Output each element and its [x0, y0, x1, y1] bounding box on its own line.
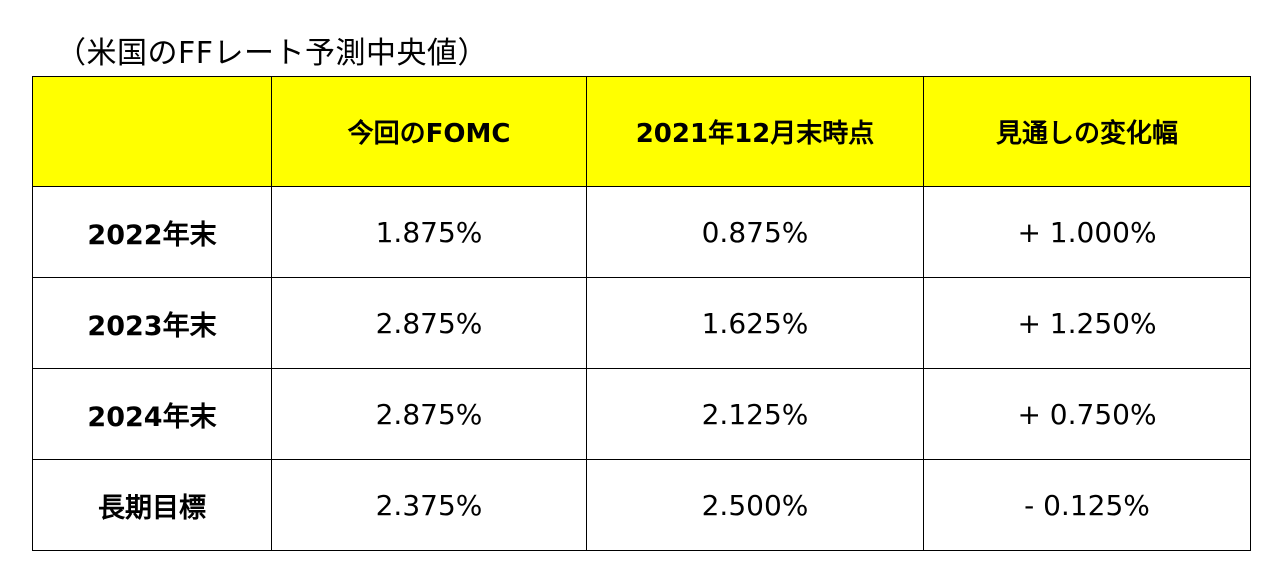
cell-change: + 1.000%	[923, 186, 1251, 278]
header-row: 今回のFOMC 2021年12月末時点 見通しの変化幅	[32, 76, 1251, 187]
row-label: 2022年末	[32, 186, 272, 278]
table-row: 2024年末 2.875% 2.125% + 0.750%	[32, 368, 1251, 460]
row-label: 長期目標	[32, 459, 272, 551]
cell-dec-2021: 2.125%	[586, 368, 924, 460]
cell-current-fomc: 2.875%	[271, 368, 587, 460]
cell-change: - 0.125%	[923, 459, 1251, 551]
table-title: （米国のFFレート予測中央値）	[56, 36, 489, 71]
row-label: 2023年末	[32, 277, 272, 369]
row-label: 2024年末	[32, 368, 272, 460]
header-cell-current-fomc: 今回のFOMC	[271, 76, 587, 187]
header-cell-change: 見通しの変化幅	[923, 76, 1251, 187]
cell-dec-2021: 0.875%	[586, 186, 924, 278]
table-row: 2023年末 2.875% 1.625% + 1.250%	[32, 277, 1251, 369]
cell-current-fomc: 1.875%	[271, 186, 587, 278]
cell-dec-2021: 2.500%	[586, 459, 924, 551]
table-row: 2022年末 1.875% 0.875% + 1.000%	[32, 186, 1251, 278]
ff-rate-table: 今回のFOMC 2021年12月末時点 見通しの変化幅 2022年末 1.875…	[32, 76, 1251, 551]
cell-change: + 1.250%	[923, 277, 1251, 369]
cell-change: + 0.750%	[923, 368, 1251, 460]
header-cell-dec-2021: 2021年12月末時点	[586, 76, 924, 187]
header-cell-corner	[32, 76, 272, 187]
table-row: 長期目標 2.375% 2.500% - 0.125%	[32, 459, 1251, 551]
cell-current-fomc: 2.875%	[271, 277, 587, 369]
cell-dec-2021: 1.625%	[586, 277, 924, 369]
cell-current-fomc: 2.375%	[271, 459, 587, 551]
